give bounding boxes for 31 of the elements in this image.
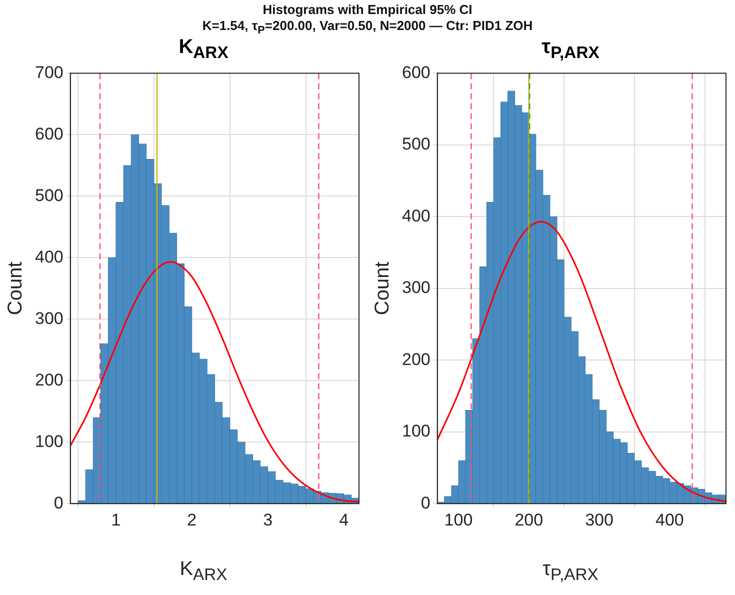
text: Histograms with Empirical 95% CI	[262, 2, 474, 18]
y-axis-title: Count	[4, 261, 27, 316]
y-tick-label: 0	[420, 493, 430, 512]
y-tick-label: 700	[34, 62, 64, 82]
x-tick-label: 3	[263, 510, 273, 530]
chart-title: K$_{ARX}$	[178, 36, 230, 63]
x-tick-label: 400	[655, 510, 684, 530]
x-tick-label: 300	[585, 510, 614, 530]
y-tick-label: 100	[34, 432, 64, 451]
y-tick-label: 400	[34, 247, 64, 266]
x-tick-label: 200	[514, 510, 544, 530]
y-tick-label: 400	[402, 206, 430, 226]
y-tick-label: 200	[34, 370, 64, 390]
y-tick-label: 600	[34, 124, 64, 144]
y-tick-label: 200	[402, 350, 430, 369]
y-tick-label: 500	[34, 186, 64, 205]
y-tick-label: 0	[54, 493, 64, 512]
x-tick-label: 1	[111, 510, 121, 530]
y-tick-label: 600	[402, 62, 430, 82]
x-axis-title: K$_{ARX}$	[178, 558, 228, 585]
x-tick-label: 4	[339, 510, 349, 530]
x-tick-label: 100	[444, 510, 473, 530]
chart-title: τ$_{P,ARX}$	[540, 36, 600, 63]
text: K=1.54, τ$_{P}$=200.00, Var=0.50, N=2000 — Ctr: PID1 ZOH	[202, 18, 533, 37]
x-axis-title: τ$_{P,ARX}$	[542, 558, 600, 585]
y-tick-label: 300	[34, 308, 64, 328]
y-tick-label: 500	[402, 134, 430, 154]
x-tick-label: 2	[187, 510, 197, 530]
y-axis-title: Count	[372, 261, 394, 316]
y-tick-label: 300	[402, 278, 430, 298]
y-tick-label: 100	[402, 422, 430, 441]
